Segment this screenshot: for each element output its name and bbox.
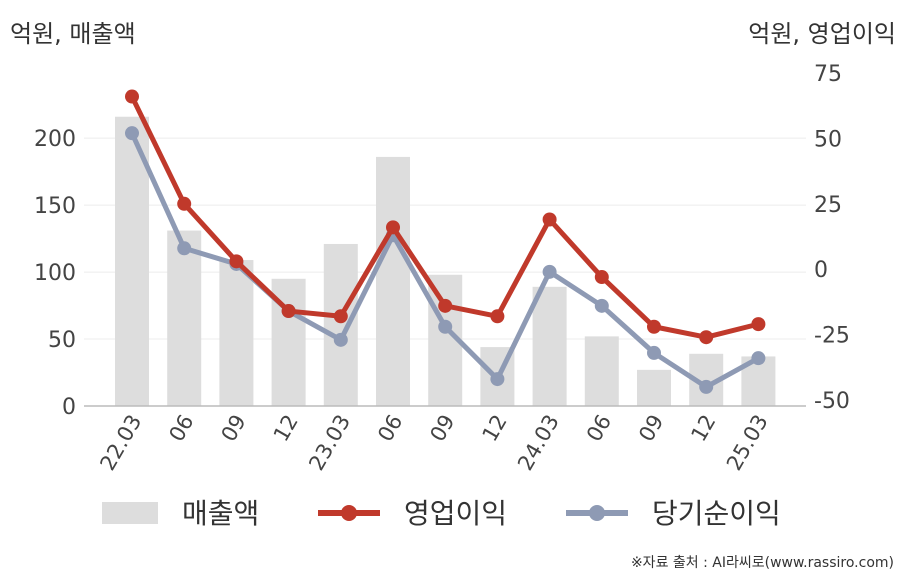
x-axis-ticks: 22.03 06 09 12 23.03 06 09 12 24.03 06 09 12 25.03 — [95, 411, 772, 475]
right-axis-title: 억원, 영업이익 — [748, 20, 896, 48]
left-tick-label: 100 — [34, 261, 76, 286]
point-당기순이익-9 — [594, 298, 609, 313]
bar-06 — [584, 336, 619, 406]
point-영업이익-5 — [386, 220, 400, 235]
bar-series — [115, 116, 776, 406]
point-당기순이익-7 — [490, 372, 505, 387]
bar-23.03 — [323, 243, 358, 406]
line-series — [125, 89, 766, 394]
point-당기순이익-11 — [699, 379, 714, 394]
right-tick-label: 50 — [814, 127, 842, 152]
legend-label-매출액: 매출액 — [182, 497, 259, 530]
right-tick-label: 75 — [814, 62, 842, 87]
left-tick-label: 150 — [34, 194, 76, 219]
point-영업이익-0 — [125, 89, 139, 104]
point-영업이익-2 — [229, 254, 244, 269]
point-영업이익-6 — [438, 298, 453, 313]
x-tick-label: 06 — [164, 411, 198, 446]
x-tick-label: 06 — [373, 411, 407, 446]
point-영업이익-9 — [594, 270, 609, 285]
point-영업이익-1 — [177, 196, 192, 211]
left-tick-label: 0 — [62, 395, 76, 420]
point-당기순이익-8 — [542, 264, 557, 279]
x-tick-label: 22.03 — [95, 411, 146, 475]
x-tick-label: 24.03 — [513, 411, 564, 475]
point-당기순이익-0 — [125, 126, 139, 141]
point-영업이익-12 — [751, 317, 766, 332]
point-영업이익-11 — [699, 330, 714, 345]
legend: 매출액 영업이익 당기순이익 — [102, 497, 781, 530]
left-axis-ticks: 0 50 100 150 200 — [34, 127, 76, 420]
left-tick-label: 200 — [34, 127, 76, 152]
left-axis-title: 억원, 매출액 — [10, 20, 136, 48]
x-tick-label: 06 — [582, 411, 616, 446]
point-당기순이익-6 — [438, 319, 453, 334]
bar-06 — [167, 230, 202, 406]
right-tick-label: 25 — [814, 193, 842, 218]
right-axis-ticks: -50 -25 0 25 50 75 — [814, 62, 850, 414]
bar-06 — [376, 156, 410, 406]
bar-22.03 — [115, 116, 149, 406]
x-tick-label: 12 — [686, 411, 720, 446]
point-당기순이익-4 — [333, 332, 348, 347]
point-당기순이익-1 — [177, 241, 192, 256]
x-tick-label: 09 — [634, 411, 668, 446]
bar-09 — [219, 260, 254, 406]
legend-label-영업이익: 영업이익 — [404, 497, 507, 530]
bar-09 — [637, 369, 671, 406]
x-tick-label: 12 — [478, 411, 512, 446]
legend-marker-당기순이익 — [589, 505, 605, 521]
legend-swatch-매출액 — [102, 502, 158, 524]
x-tick-label: 12 — [269, 411, 303, 446]
point-당기순이익-12 — [751, 351, 766, 366]
point-영업이익-10 — [647, 319, 661, 334]
right-tick-label: 0 — [814, 258, 828, 283]
legend-marker-영업이익 — [341, 505, 357, 521]
legend-label-당기순이익: 당기순이익 — [652, 497, 781, 530]
bar-24.03 — [532, 286, 567, 406]
right-tick-label: -50 — [814, 389, 850, 414]
source-note: ※자료 출처 : AI라씨로(www.rassiro.com) — [630, 555, 894, 571]
right-tick-label: -25 — [814, 324, 850, 349]
x-tick-label: 23.03 — [304, 411, 355, 475]
point-영업이익-7 — [490, 309, 505, 324]
point-당기순이익-10 — [647, 345, 661, 360]
point-영업이익-8 — [542, 212, 557, 227]
x-tick-label: 25.03 — [722, 411, 773, 475]
x-tick-label: 09 — [425, 411, 459, 446]
left-tick-label: 50 — [48, 328, 76, 353]
point-영업이익-3 — [281, 304, 296, 319]
x-tick-label: 09 — [217, 411, 251, 446]
point-영업이익-4 — [333, 309, 348, 324]
